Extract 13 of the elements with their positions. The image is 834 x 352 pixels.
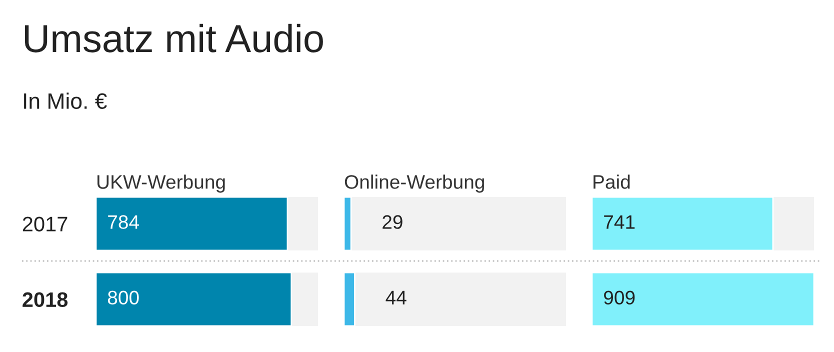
- data-label: 800: [108, 290, 139, 305]
- data-label: 44: [386, 290, 406, 304]
- chart-subtitle: In Mio. €: [24, 92, 107, 109]
- data-label: 29: [382, 215, 402, 229]
- series-label: Paid: [594, 174, 630, 189]
- series-label: UKW-Werbung: [98, 174, 225, 193]
- chart-title: Umsatz mit Audio: [25, 24, 323, 52]
- series-label: Online-Werbung: [344, 174, 484, 193]
- data-label: 741: [604, 215, 635, 229]
- y-tick-label: 2018: [22, 292, 68, 308]
- data-label: 784: [108, 215, 139, 229]
- data-label: 909: [604, 290, 635, 305]
- y-tick-label: 2017: [22, 216, 68, 232]
